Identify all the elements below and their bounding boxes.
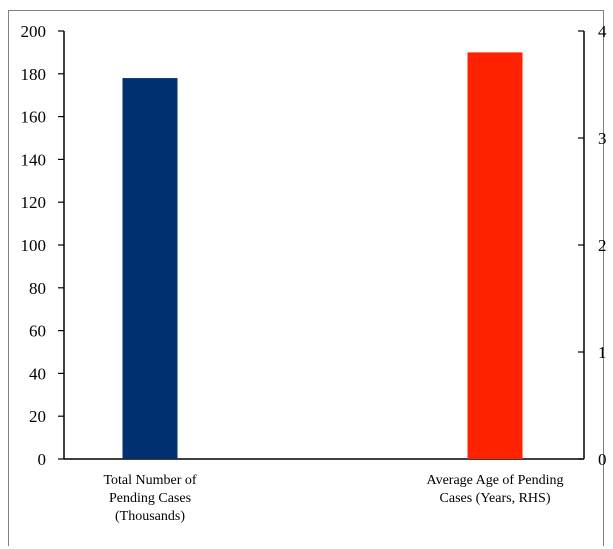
right-tick-label: 1 <box>598 343 607 362</box>
category-label-line: Average Age of Pending <box>427 473 564 488</box>
left-tick-label: 160 <box>21 108 47 127</box>
left-tick-label: 140 <box>21 150 47 169</box>
category-label: Average Age of Pending Cases (Years, RHS) <box>427 473 564 506</box>
right-axis-ticks: 0 1 2 3 4 <box>578 22 607 469</box>
category-label-line: Total Number of <box>103 473 196 488</box>
right-tick-label: 2 <box>598 236 607 255</box>
bar <box>122 78 178 459</box>
category-labels: Total Number of Pending Cases (Thousands) A… <box>103 473 563 524</box>
left-tick-label: 40 <box>29 364 46 383</box>
right-tick-label: 4 <box>598 22 607 41</box>
left-tick-label: 0 <box>38 450 47 469</box>
bars <box>122 52 523 460</box>
category-label-line: Pending Cases <box>109 491 191 506</box>
left-tick-label: 180 <box>21 65 47 84</box>
right-tick-label: 0 <box>598 450 607 469</box>
category-label: Total Number of Pending Cases (Thousands) <box>103 473 196 524</box>
left-axis-ticks: 0 20 40 60 80 100 120 140 160 180 200 <box>21 22 64 469</box>
left-tick-label: 120 <box>21 193 47 212</box>
left-tick-label: 200 <box>21 22 47 41</box>
left-tick-label: 20 <box>29 407 46 426</box>
left-tick-label: 80 <box>29 279 46 298</box>
right-tick-label: 3 <box>598 129 607 148</box>
left-tick-label: 60 <box>29 322 46 341</box>
left-tick-label: 100 <box>21 236 47 255</box>
category-label-line: (Thousands) <box>115 509 185 524</box>
category-label-line: Cases (Years, RHS) <box>440 491 551 506</box>
bar <box>467 52 523 460</box>
